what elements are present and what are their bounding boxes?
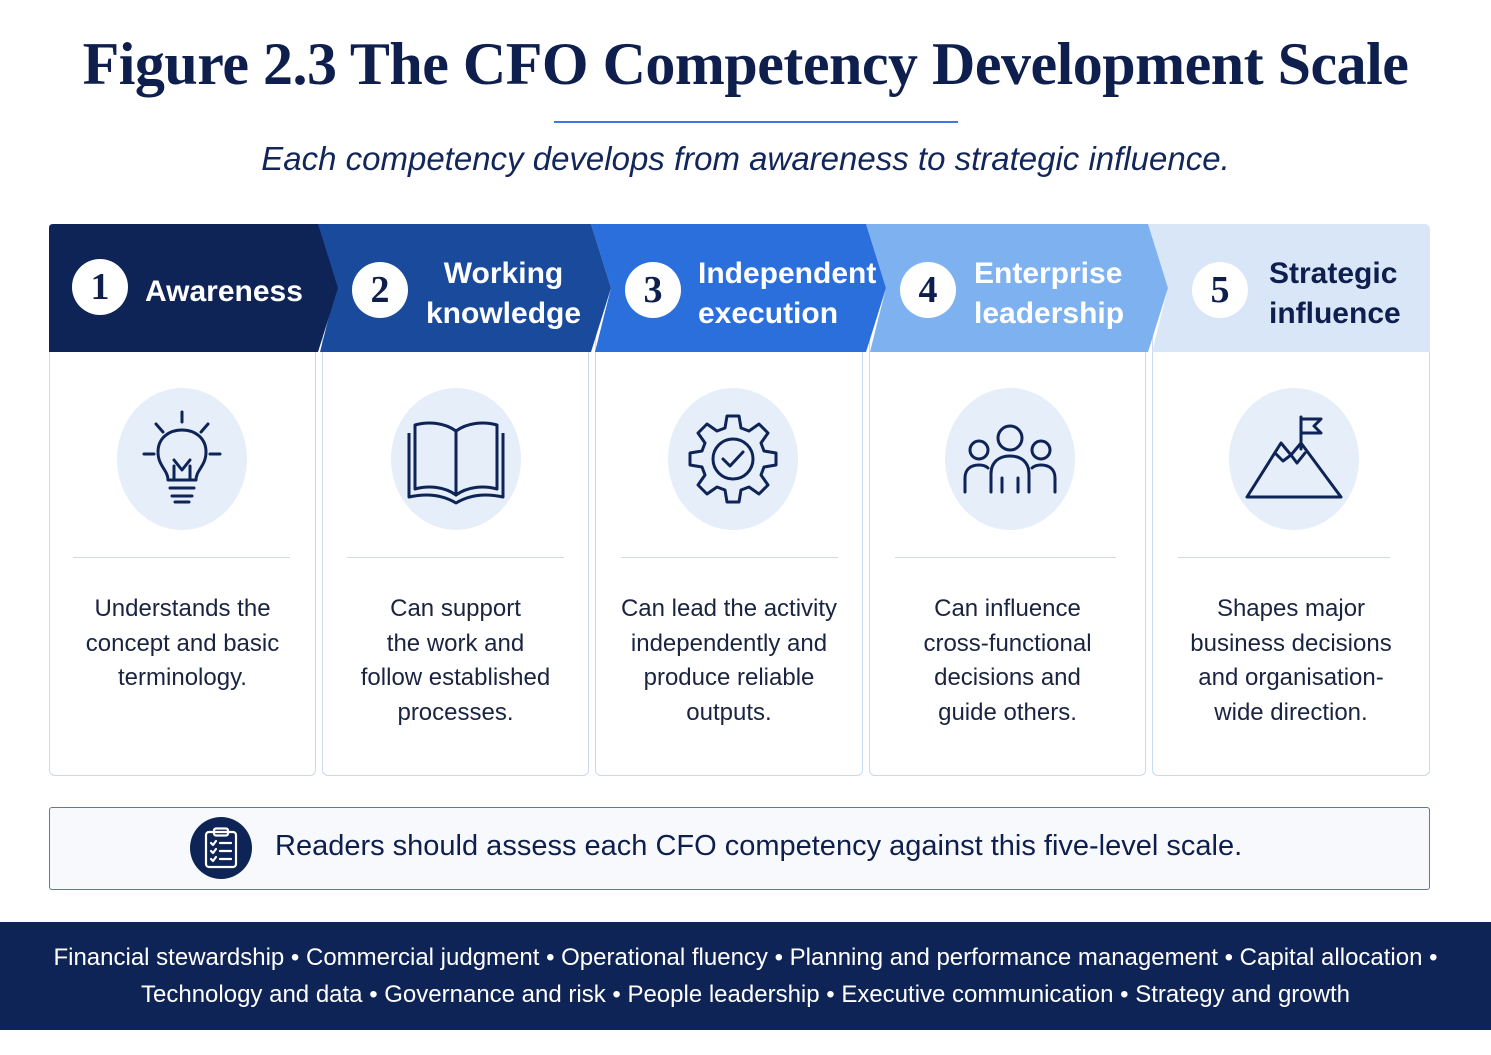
card-divider-3	[621, 557, 838, 558]
mountain-flag-icon	[1229, 388, 1359, 530]
clipboard-checklist-icon	[190, 817, 252, 879]
subtitle: Each competency develops from awareness …	[261, 140, 1230, 177]
level-banner-5: 5 Strategic influence	[1148, 224, 1430, 352]
card-divider-2	[347, 557, 564, 558]
level-number-2: 2	[352, 262, 408, 318]
level-number-4: 4	[900, 262, 956, 318]
gear-check-icon	[668, 388, 798, 530]
competency-footer: Financial stewardship • Commercial judgm…	[0, 922, 1491, 1030]
level-label-1: Awareness	[145, 275, 303, 308]
page-title: Figure 2.3 The CFO Competency Developmen…	[82, 31, 1409, 97]
assessment-note-text: Readers should assess each CFO competenc…	[275, 830, 1243, 862]
level-label-2: Working knowledge	[426, 257, 582, 330]
card-divider-1	[73, 557, 290, 558]
level-number-1: 1	[72, 259, 128, 315]
open-book-icon	[391, 388, 521, 530]
level-banner-1: 1 Awareness	[49, 224, 338, 352]
level-banner-2: 2 Working knowledge	[316, 224, 611, 352]
competency-list-line-2: Technology and data • Governance and ris…	[141, 981, 1350, 1008]
level-description-5: Shapes major business decisions and orga…	[1190, 595, 1392, 726]
level-banner-3: 3 Independent execution	[591, 224, 886, 352]
level-label-3: Independent execution	[698, 257, 877, 330]
level-description-4: Can influence cross-functional decisions…	[923, 595, 1092, 726]
card-divider-4	[895, 557, 1116, 558]
title-divider	[554, 121, 958, 123]
competency-list-line-1: Financial stewardship • Commercial judgm…	[53, 944, 1438, 971]
level-label-5: Strategic influence	[1269, 257, 1401, 330]
level-description-2: Can support the work and follow establis…	[360, 595, 551, 726]
level-description-3: Can lead the activity independently and …	[620, 595, 838, 726]
level-description-1: Understands the concept and basic termin…	[85, 595, 280, 691]
card-divider-5	[1178, 557, 1390, 558]
level-label-4: Enterprise leadership	[974, 257, 1125, 330]
level-number-3: 3	[625, 262, 681, 318]
team-icon	[945, 388, 1075, 530]
lightbulb-icon	[117, 388, 247, 530]
assessment-note: Readers should assess each CFO competenc…	[49, 807, 1430, 890]
level-banner-4: 4 Enterprise leadership	[866, 224, 1168, 352]
level-number-5: 5	[1192, 262, 1248, 318]
